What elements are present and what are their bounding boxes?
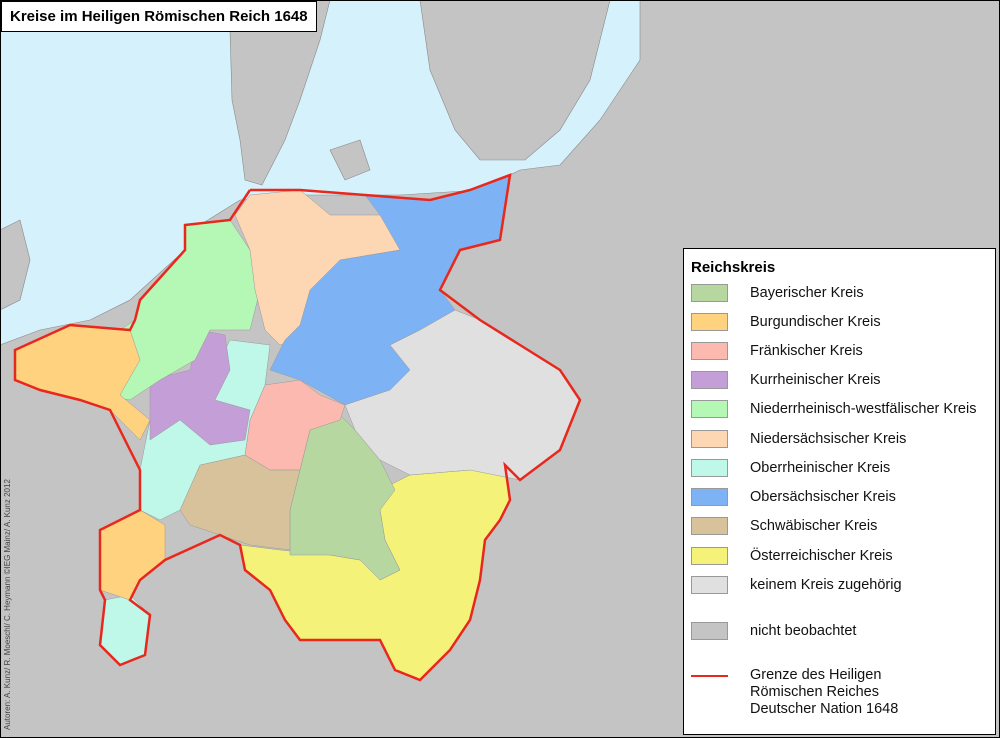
legend-label: Bayerischer Kreis	[750, 285, 864, 301]
legend-border-label-1: Grenze des Heiligen	[750, 667, 882, 683]
empire-border	[13, 173, 582, 682]
legend-item: keinem Kreis zugehörig	[691, 575, 902, 595]
legend-item: Österreichischer Kreis	[691, 546, 893, 566]
legend-label: Schwäbischer Kreis	[750, 518, 878, 534]
legend-item: Fränkischer Kreis	[691, 341, 863, 361]
legend-label: Niedersächsischer Kreis	[750, 431, 907, 447]
legend-border-label-3: Deutscher Nation 1648	[750, 701, 899, 717]
legend-swatch	[691, 547, 728, 565]
legend-item: nicht beobachtet	[691, 621, 856, 641]
legend-swatch	[691, 459, 728, 477]
credit-text: Autoren: A. Kunz/ R. Moeschl/ C. Heymann…	[3, 479, 12, 730]
legend-item: Schwäbischer Kreis	[691, 516, 877, 536]
region-schwaebischer-kreis	[179, 454, 301, 551]
legend-item: Burgundischer Kreis	[691, 312, 881, 332]
legend-label: Kurrheinischer Kreis	[750, 372, 881, 388]
border-line-swatch	[691, 675, 728, 677]
legend-label: Obersächsischer Kreis	[750, 489, 896, 505]
legend-swatch	[691, 488, 728, 506]
legend-swatch	[691, 576, 728, 594]
legend-label: keinem Kreis zugehörig	[750, 577, 902, 593]
legend-item: Niedersächsischer Kreis	[691, 429, 906, 449]
legend: Reichskreis Bayerischer Kreis Burgundisch…	[683, 248, 996, 735]
legend-swatch	[691, 430, 728, 448]
legend-label: Oberrheinischer Kreis	[750, 460, 891, 476]
legend-item: Kurrheinischer Kreis	[691, 370, 881, 390]
legend-border-label-2: Römischen Reiches	[750, 684, 879, 700]
legend-label: Niederrheinisch-westfälischer Kreis	[750, 401, 977, 417]
legend-item: Bayerischer Kreis	[691, 283, 864, 303]
map-title: Kreise im Heiligen Römischen Reich 1648	[1, 1, 317, 32]
legend-swatch	[691, 313, 728, 331]
reichskreise	[14, 174, 581, 681]
legend-item-border: Grenze des Heiligen Römischen Reiches De…	[691, 667, 898, 727]
legend-label: Fränkischer Kreis	[750, 343, 863, 359]
legend-label: Österreichischer Kreis	[750, 548, 893, 564]
legend-swatch	[691, 284, 728, 302]
legend-heading: Reichskreis	[691, 259, 776, 276]
legend-item: Oberrheinischer Kreis	[691, 458, 890, 478]
legend-item: Obersächsischer Kreis	[691, 487, 896, 507]
legend-swatch	[691, 371, 728, 389]
legend-label: nicht beobachtet	[750, 623, 857, 639]
legend-item: Niederrheinisch-westfälischer Kreis	[691, 399, 976, 419]
legend-swatch	[691, 622, 728, 640]
legend-swatch	[691, 400, 728, 418]
legend-swatch	[691, 517, 728, 535]
legend-label: Burgundischer Kreis	[750, 314, 881, 330]
legend-swatch	[691, 342, 728, 360]
